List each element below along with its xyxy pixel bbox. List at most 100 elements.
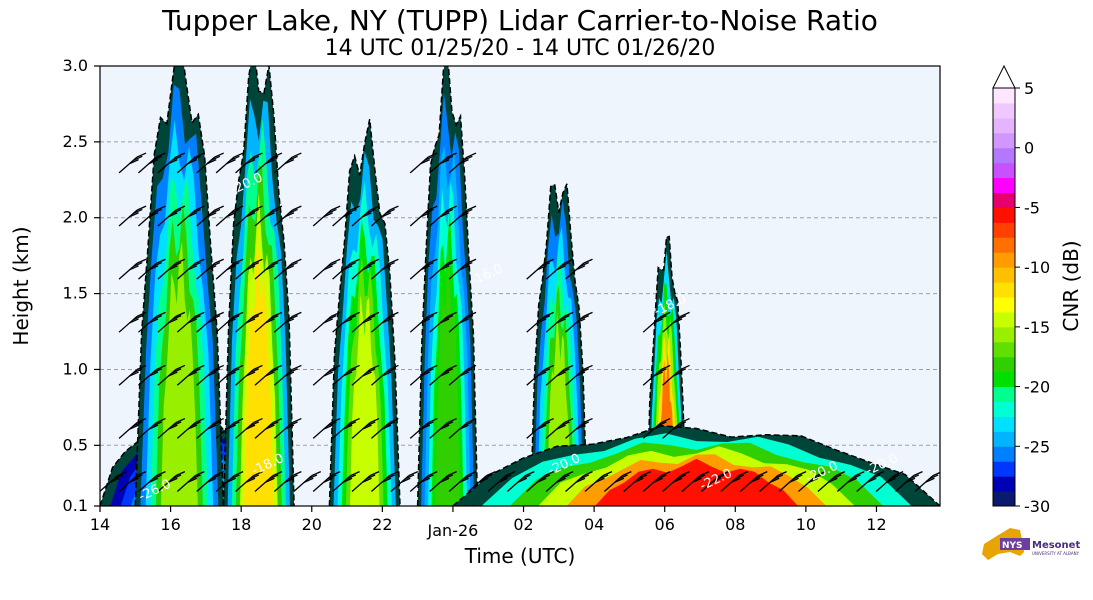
wind-barb: [720, 471, 749, 492]
wind-barb: [312, 417, 341, 439]
colorbar-swatch: [993, 297, 1015, 313]
wind-barb: [176, 364, 205, 386]
wind-barb: [370, 417, 399, 439]
x-tick-label: 20: [302, 515, 322, 534]
wind-barb: [254, 205, 283, 227]
chart-subtitle: 14 UTC 01/25/20 - 14 UTC 01/26/20: [324, 36, 716, 61]
wind-barb: [196, 417, 224, 439]
colorbar-tick-label: -10: [1024, 258, 1050, 277]
wind-barb: [235, 205, 263, 227]
colorbar-swatch: [993, 117, 1015, 134]
wind-barb: [176, 417, 205, 439]
x-tick-label: 18: [231, 515, 251, 534]
y-tick-label: 0.1: [63, 496, 88, 515]
wind-barb: [215, 258, 244, 280]
cnr-contour: [161, 240, 198, 506]
colorbar-swatch: [993, 222, 1015, 238]
wind-barb: [176, 152, 205, 174]
wind-barb: [157, 311, 186, 333]
wind-barb: [526, 364, 554, 386]
wind-barb: [351, 311, 380, 333]
wind-barb: [176, 471, 205, 492]
wind-barb: [138, 417, 166, 439]
colorbar-swatch: [993, 311, 1015, 328]
x-tick-label: 06: [655, 515, 675, 534]
wind-barb: [370, 205, 399, 227]
wind-barb: [390, 471, 419, 492]
wind-barb: [235, 258, 263, 280]
wind-barb: [312, 311, 341, 333]
wind-barbs: [100, 152, 940, 492]
wind-barb: [681, 471, 710, 492]
wind-barb: [215, 417, 244, 439]
colorbar-swatch: [993, 162, 1015, 179]
colorbar-tick-label: 0: [1024, 139, 1034, 158]
wind-barb: [351, 258, 380, 280]
wind-barb: [273, 417, 302, 439]
x-tick-label: 22: [372, 515, 392, 534]
x-tick-label: 14: [90, 515, 110, 534]
colorbar-tick-label: -20: [1024, 378, 1050, 397]
x-axis: 14 16 18 20 22 Jan-26 02 04 06 08 10 12: [90, 506, 887, 540]
wind-barb: [312, 471, 341, 492]
colorbar-swatch: [993, 147, 1015, 164]
wind-barb: [332, 258, 360, 280]
wind-barb: [235, 364, 263, 386]
wind-barb: [351, 417, 380, 439]
wind-barb: [526, 311, 554, 333]
wind-barb: [157, 364, 186, 386]
y-axis: 0.1 0.5 1.0 1.5 2.0 2.5 3.0: [63, 56, 100, 515]
wind-barb: [662, 311, 690, 333]
colorbar-swatch: [993, 237, 1015, 253]
wind-barb: [273, 364, 302, 386]
wind-barb: [778, 471, 807, 492]
chart-title: Tupper Lake, NY (TUPP) Lidar Carrier-to-…: [162, 4, 878, 37]
wind-barb: [409, 417, 438, 439]
y-tick-label: 0.5: [63, 435, 88, 454]
wind-barb: [642, 471, 671, 492]
svg-text:UNIVERSITY AT ALBANY: UNIVERSITY AT ALBANY: [1032, 551, 1080, 556]
wind-barb: [817, 471, 846, 492]
wind-barb: [138, 311, 166, 333]
wind-barb: [138, 205, 166, 227]
colorbar-swatch: [993, 326, 1015, 343]
wind-barb: [642, 417, 671, 439]
colorbar-tick-label: -30: [1024, 497, 1050, 516]
wind-barb: [254, 152, 283, 174]
wind-barb: [196, 258, 224, 280]
colorbar-swatch: [993, 431, 1015, 447]
wind-barb: [157, 417, 186, 439]
y-axis-label: Height (km): [9, 226, 33, 345]
colorbar-tick-label: -5: [1024, 198, 1040, 217]
wind-barb: [370, 258, 399, 280]
wind-barb: [448, 471, 477, 492]
wind-barb: [254, 417, 283, 439]
wind-barb: [526, 417, 554, 439]
wind-barb: [526, 258, 554, 280]
wind-barb: [875, 471, 904, 492]
nys-mesonet-logo: NYS Mesonet UNIVERSITY AT ALBANY: [982, 528, 1080, 560]
wind-barb: [448, 258, 477, 280]
wind-barb: [118, 311, 147, 333]
wind-barb: [196, 471, 224, 492]
wind-barb: [293, 471, 322, 492]
wind-barb: [603, 471, 632, 492]
wind-barb: [545, 364, 574, 386]
wind-barb: [409, 205, 438, 227]
wind-barb: [312, 205, 341, 227]
wind-barb: [448, 364, 477, 386]
x-tick-label: 08: [725, 515, 745, 534]
wind-barb: [138, 364, 166, 386]
wind-barb: [235, 152, 263, 174]
wind-barb: [642, 311, 671, 333]
wind-barb: [312, 258, 341, 280]
wind-barb: [662, 417, 690, 439]
plot-frame: [99, 65, 941, 507]
wind-barb: [273, 311, 302, 333]
cnr-contour: [244, 243, 274, 506]
wind-barb: [836, 471, 865, 492]
wind-barb: [448, 205, 477, 227]
wind-barb: [584, 471, 613, 492]
wind-barb: [351, 364, 380, 386]
